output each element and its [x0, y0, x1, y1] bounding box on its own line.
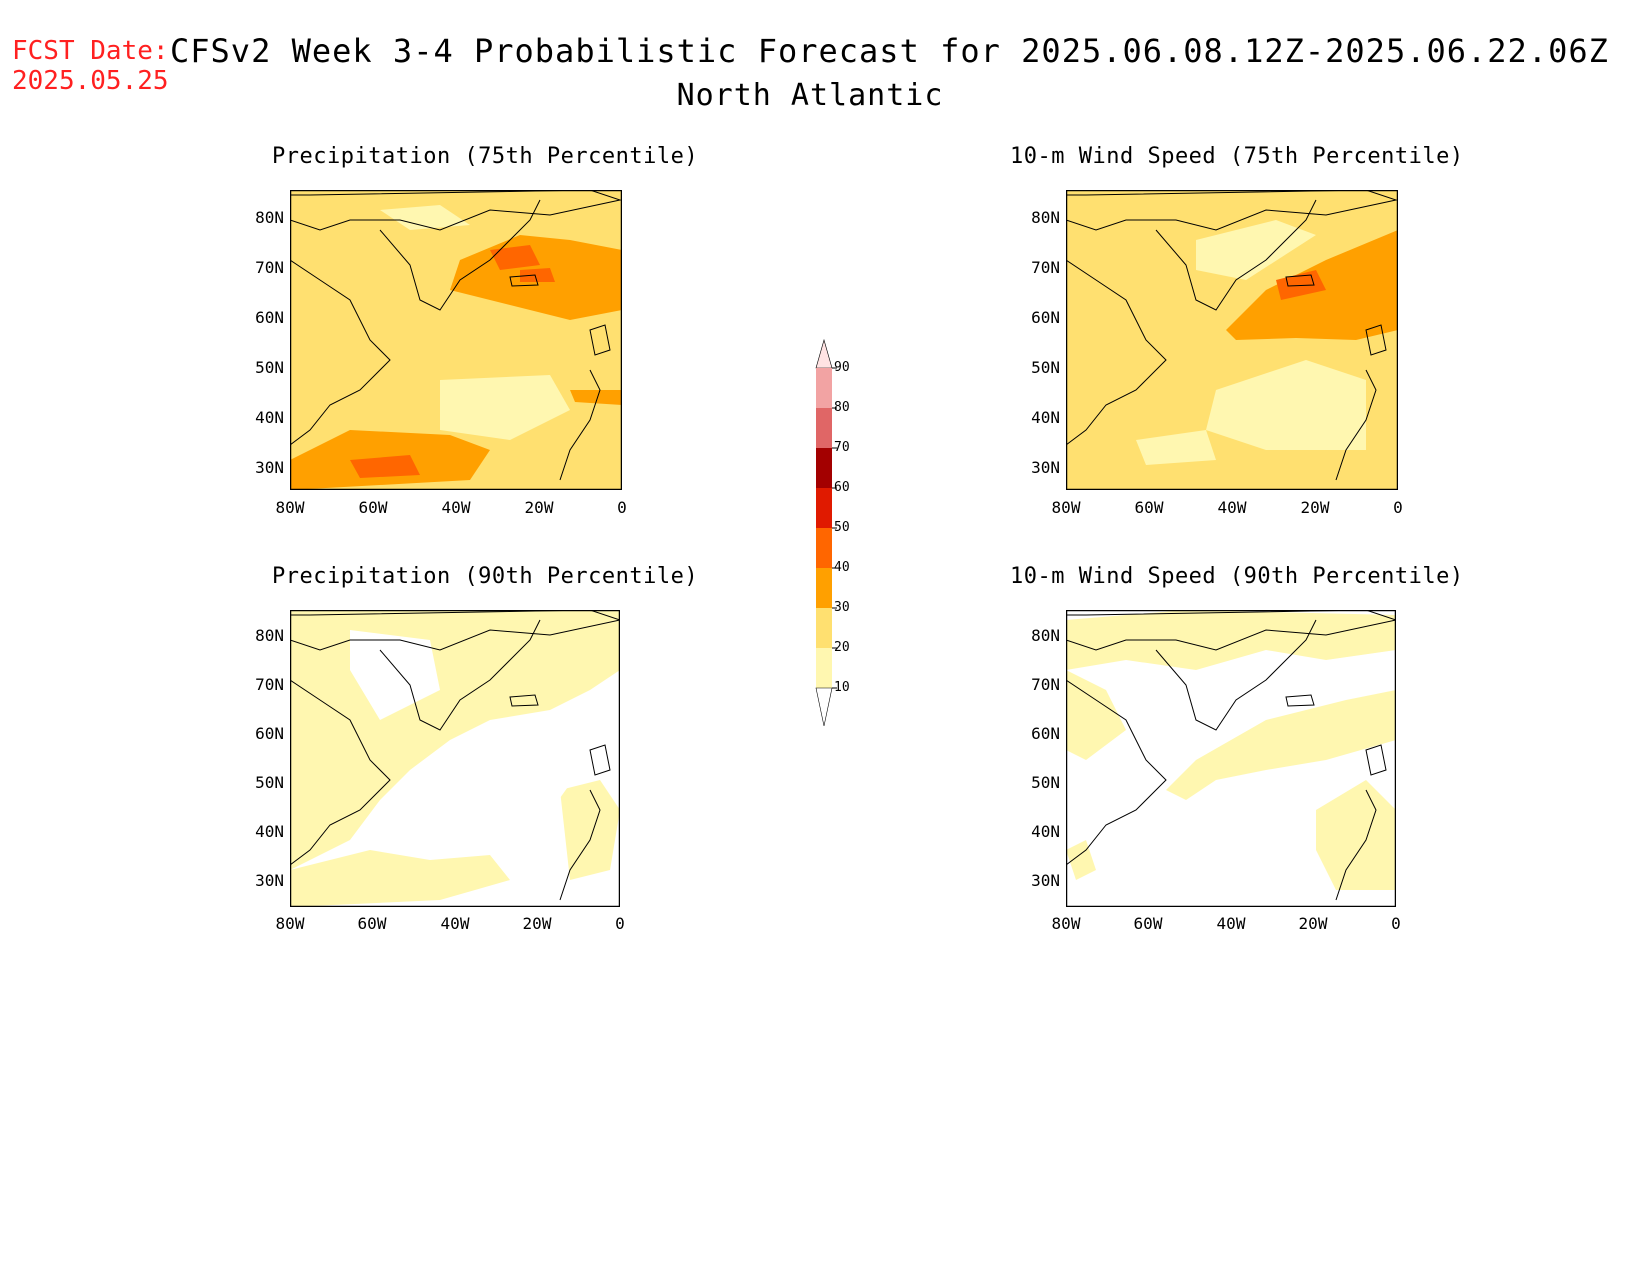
lon-label: 20W — [524, 498, 554, 517]
lat-label: 30N — [1031, 871, 1060, 890]
lon-label: 0 — [615, 914, 625, 933]
lon-label: 60W — [1134, 498, 1164, 517]
fcst-date: 2025.05.25 — [12, 66, 169, 96]
colorbar-level-label: 90 — [834, 360, 850, 375]
lat-label: 80N — [255, 208, 284, 227]
lat-label: 80N — [1031, 626, 1060, 645]
lon-label: 80W — [275, 498, 305, 517]
lon-label: 80W — [275, 914, 305, 933]
lat-label: 80N — [1031, 208, 1060, 227]
panel-title-precip-90: Precipitation (90th Percentile) — [272, 564, 699, 589]
lat-label: 50N — [255, 773, 284, 792]
colorbar-swatch — [816, 568, 832, 608]
lat-label: 60N — [255, 724, 284, 743]
lat-label: 60N — [1031, 724, 1060, 743]
lat-label: 80N — [255, 626, 284, 645]
lon-label: 40W — [1217, 498, 1247, 517]
lon-label: 80W — [1051, 498, 1081, 517]
lon-label: 40W — [440, 914, 470, 933]
lon-label: 20W — [522, 914, 552, 933]
colorbar-swatch — [816, 488, 832, 528]
lat-label: 40N — [1031, 822, 1060, 841]
colorbar-swatch — [816, 528, 832, 568]
lat-label: 30N — [255, 871, 284, 890]
lat-label: 40N — [1031, 408, 1060, 427]
colorbar-swatch — [816, 368, 832, 408]
lat-label: 50N — [255, 358, 284, 377]
map-wind-75 — [1066, 190, 1398, 490]
lat-label: 60N — [255, 308, 284, 327]
panel-title-precip-75: Precipitation (75th Percentile) — [272, 144, 699, 169]
colorbar-swatch — [816, 448, 832, 488]
colorbar-level-label: 70 — [834, 440, 850, 455]
lat-label: 50N — [1031, 358, 1060, 377]
colorbar-level-label: 60 — [834, 480, 850, 495]
lon-label: 40W — [441, 498, 471, 517]
lon-label: 60W — [1133, 914, 1163, 933]
lat-label: 40N — [255, 822, 284, 841]
lat-label: 70N — [255, 258, 284, 277]
lat-label: 60N — [1031, 308, 1060, 327]
lon-label: 40W — [1216, 914, 1246, 933]
colorbar-swatch — [816, 648, 832, 688]
lat-label: 30N — [1031, 458, 1060, 477]
lat-label: 50N — [1031, 773, 1060, 792]
lat-label: 70N — [1031, 258, 1060, 277]
colorbar-level-label: 10 — [834, 680, 850, 695]
lon-label: 20W — [1298, 914, 1328, 933]
fcst-date-label: FCST Date: 2025.05.25 — [12, 36, 169, 96]
page-title: CFSv2 Week 3-4 Probabilistic Forecast fo… — [170, 32, 1609, 70]
lon-label: 0 — [617, 498, 627, 517]
lat-label: 40N — [255, 408, 284, 427]
colorbar-level-label: 40 — [834, 560, 850, 575]
lon-label: 0 — [1393, 498, 1403, 517]
colorbar-level-label: 30 — [834, 600, 850, 615]
map-precip-90 — [290, 610, 620, 907]
lat-label: 70N — [255, 675, 284, 694]
colorbar-level-label: 20 — [834, 640, 850, 655]
map-wind-90 — [1066, 610, 1396, 907]
region-subtitle: North Atlantic — [676, 78, 944, 113]
colorbar-bottom-cap — [815, 687, 833, 727]
panel-title-wind-90: 10-m Wind Speed (90th Percentile) — [1010, 564, 1464, 589]
colorbar — [815, 338, 837, 727]
lon-label: 20W — [1300, 498, 1330, 517]
lon-label: 60W — [357, 914, 387, 933]
lon-label: 60W — [358, 498, 388, 517]
lon-label: 80W — [1051, 914, 1081, 933]
colorbar-swatch — [816, 408, 832, 448]
map-precip-75 — [290, 190, 622, 490]
lon-label: 0 — [1391, 914, 1401, 933]
colorbar-level-label: 80 — [834, 400, 850, 415]
panel-title-wind-75: 10-m Wind Speed (75th Percentile) — [1010, 144, 1464, 169]
lat-label: 70N — [1031, 675, 1060, 694]
colorbar-top-cap — [815, 338, 833, 369]
colorbar-level-label: 50 — [834, 520, 850, 535]
fcst-label: FCST Date: — [12, 36, 169, 66]
lat-label: 30N — [255, 458, 284, 477]
colorbar-swatch — [816, 608, 832, 648]
